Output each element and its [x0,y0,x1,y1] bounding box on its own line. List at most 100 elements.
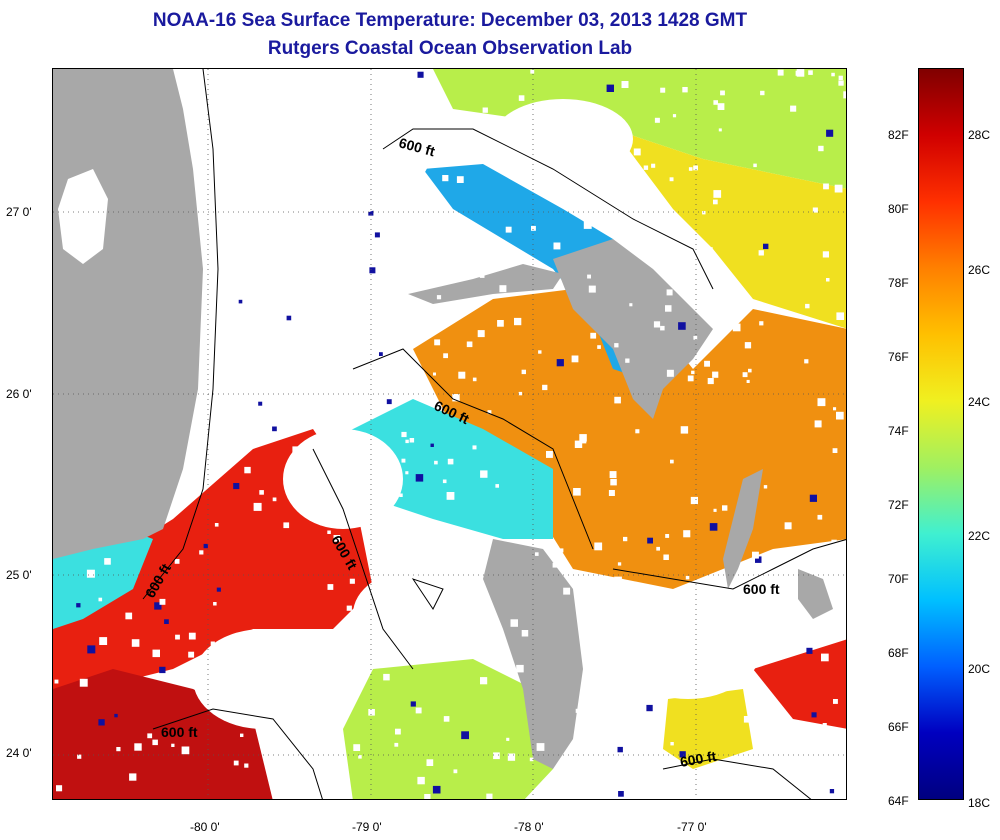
cloud-pixel [493,752,500,760]
cloud-pixel [171,743,175,747]
cloud-pixel [77,754,82,759]
cloud-pixel [678,322,686,330]
cloud-pixel [722,505,728,511]
cloud-pixel [591,761,597,767]
cloud-pixel [272,327,278,332]
cloud-pixel [361,251,367,257]
cloud-pixel [529,757,534,762]
cloud-pixel [555,176,564,184]
cloud-pixel [713,508,717,512]
cloud-area [353,569,483,659]
cloud-pixel [293,264,297,268]
cloud-pixel [683,530,691,538]
cloud-pixel [826,129,834,137]
cloud-pixel [288,219,291,223]
cloud-pixel [432,785,441,794]
temperature-colorbar [918,68,964,800]
cloud-pixel [718,128,722,132]
cloud-pixel [594,542,603,551]
contour-label: 600 ft [161,724,198,740]
cloud-pixel [254,416,259,420]
cloud-pixel [86,569,95,578]
cloud-pixel [443,716,450,722]
cloud-pixel [216,587,221,592]
cloud-pixel [580,437,587,444]
cloud-pixel [76,603,81,608]
cloud-pixel [799,779,804,783]
cloud-pixel [591,749,595,754]
cloud-pixel [259,733,265,739]
cloud-pixel [763,243,769,250]
cloud-pixel [174,559,180,564]
cloud-pixel [422,253,430,260]
cloud-pixel [587,184,593,191]
cloud-pixel [839,586,846,594]
cloud-pixel [831,539,837,546]
cloud-pixel [514,317,522,326]
cloud-pixel [259,490,264,495]
cloud-pixel [690,496,698,505]
cloud-pixel [665,534,670,538]
cloud-pixel [374,232,380,238]
cloud-pixel [826,278,830,282]
cloud-pixel [386,233,394,241]
cloud-pixel [687,375,694,382]
cloud-pixel [401,458,406,463]
cloud-pixel [735,777,743,786]
cloud-pixel [829,789,835,794]
latitude-label: 26 0' [6,387,32,401]
cloud-pixel [651,163,656,168]
cloud-pixel [587,274,591,279]
cloud-pixel [417,776,425,785]
cloud-pixel [205,272,213,281]
cloud-pixel [704,360,710,367]
cloud-pixel [187,675,194,682]
cloud-pixel [460,261,468,269]
cloud-pixel [672,114,677,118]
cloud-pixel [499,285,507,293]
warm-water-region [663,689,753,769]
cloud-pixel [774,582,781,590]
cloud-pixel [87,645,96,654]
cloud-pixel [795,627,801,633]
cloud-pixel [236,285,244,293]
cloud-pixel [493,159,500,166]
cloud-pixel [129,773,137,781]
cloud-pixel [219,436,227,444]
cloud-pixel [331,713,338,721]
cloud-pixel [236,74,243,81]
cloud-pixel [808,622,812,626]
cloud-pixel [610,478,617,486]
cloud-pixel [290,763,297,770]
cloud-pixel [597,345,601,349]
cloud-pixel [250,422,254,426]
cloud-pixel [734,280,738,285]
cloud-pixel [298,630,305,637]
cloud-pixel [181,746,190,755]
cloud-pixel [238,299,243,304]
cloud-pixel [684,268,692,276]
cloud-pixel [606,641,614,649]
cloud-pixel [203,543,208,549]
cloud-pixel [742,372,748,378]
cloud-pixel [625,358,630,363]
cloud-pixel [466,341,473,348]
cloud-pixel [323,216,330,223]
cloud-pixel [327,584,334,590]
cloud-pixel [629,303,633,307]
cloud-pixel [621,81,629,88]
cloud-pixel [125,612,133,620]
cloud-pixel [623,536,628,542]
cloud-pixel [705,247,713,255]
cloud-pixel [614,576,622,585]
cloud-pixel [434,460,438,465]
cloud-pixel [344,676,350,683]
cloud-pixel [292,351,301,360]
cloud-pixel [758,762,763,768]
cloud-pixel [54,679,59,684]
cloud-pixel [286,315,292,321]
cloud-pixel [411,390,416,395]
cloud-pixel [607,666,612,671]
cloud-pixel [713,100,718,105]
contour-label: 600 ft [679,748,718,770]
